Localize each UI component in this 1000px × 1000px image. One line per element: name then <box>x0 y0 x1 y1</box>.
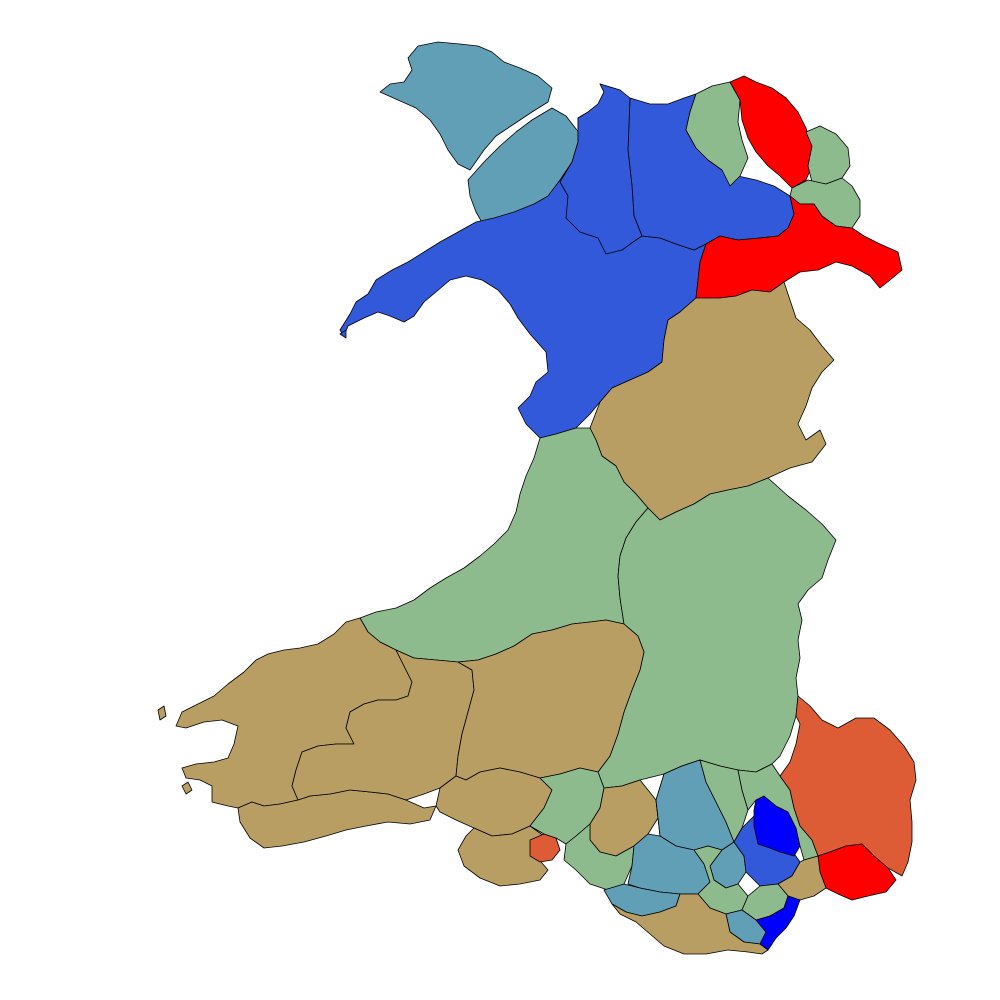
region-denbighshire[interactable] <box>559 83 643 255</box>
region-vale-of-glamorgan[interactable] <box>611 893 769 955</box>
region-gower[interactable] <box>457 825 549 887</box>
region-cardiff-south[interactable] <box>755 895 801 951</box>
region-island-ramsey <box>157 705 167 721</box>
region-flintshire-east[interactable] <box>729 75 813 189</box>
region-newport-east[interactable] <box>817 843 897 901</box>
region-anglesey[interactable] <box>379 41 553 171</box>
region-flintshire-south[interactable] <box>805 125 851 185</box>
region-island-bardsey <box>339 329 347 339</box>
region-newport-west[interactable] <box>777 855 827 901</box>
region-island-skomer <box>181 781 193 795</box>
region-wrexham[interactable] <box>695 195 903 301</box>
region-carmarthen-east[interactable] <box>455 619 645 781</box>
